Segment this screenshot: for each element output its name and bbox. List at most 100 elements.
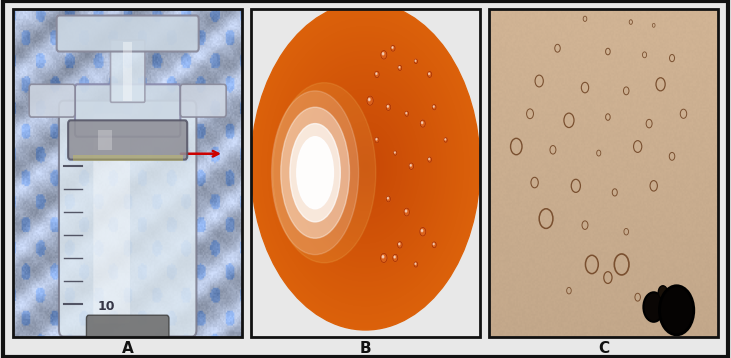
Circle shape <box>445 139 446 140</box>
Ellipse shape <box>356 153 375 180</box>
Ellipse shape <box>362 161 369 171</box>
Circle shape <box>421 229 423 232</box>
Circle shape <box>394 256 395 258</box>
Ellipse shape <box>344 136 387 196</box>
Circle shape <box>414 262 417 267</box>
Ellipse shape <box>322 103 409 229</box>
Circle shape <box>428 73 430 74</box>
Ellipse shape <box>352 147 379 185</box>
Ellipse shape <box>333 120 398 213</box>
Circle shape <box>391 45 395 51</box>
Circle shape <box>394 151 397 155</box>
Circle shape <box>422 122 423 124</box>
Ellipse shape <box>255 8 476 324</box>
Text: A: A <box>122 341 134 356</box>
FancyBboxPatch shape <box>110 40 145 102</box>
Circle shape <box>376 73 377 74</box>
Circle shape <box>375 71 379 78</box>
Bar <box>123 42 132 101</box>
Ellipse shape <box>297 68 434 265</box>
Ellipse shape <box>289 57 442 275</box>
Circle shape <box>405 111 409 116</box>
Ellipse shape <box>268 27 463 305</box>
Ellipse shape <box>259 13 472 319</box>
Ellipse shape <box>310 87 421 245</box>
Circle shape <box>410 165 412 166</box>
Circle shape <box>399 67 400 68</box>
Circle shape <box>386 104 390 111</box>
Ellipse shape <box>346 139 385 193</box>
Circle shape <box>428 157 431 162</box>
Ellipse shape <box>297 137 333 209</box>
Circle shape <box>387 196 390 202</box>
Ellipse shape <box>291 60 440 273</box>
FancyBboxPatch shape <box>94 114 130 323</box>
Bar <box>72 155 183 161</box>
Circle shape <box>415 263 416 265</box>
Ellipse shape <box>312 90 419 243</box>
Text: 10: 10 <box>98 300 115 313</box>
FancyBboxPatch shape <box>59 101 197 337</box>
Circle shape <box>659 286 694 335</box>
Ellipse shape <box>272 33 459 300</box>
Ellipse shape <box>363 164 368 169</box>
Ellipse shape <box>354 150 377 183</box>
Ellipse shape <box>273 83 376 263</box>
Circle shape <box>387 198 388 199</box>
Ellipse shape <box>360 158 371 174</box>
Circle shape <box>432 105 436 110</box>
Ellipse shape <box>337 125 394 207</box>
Ellipse shape <box>285 52 446 281</box>
Circle shape <box>375 137 379 143</box>
Circle shape <box>392 47 393 48</box>
Text: B: B <box>360 341 371 356</box>
Ellipse shape <box>290 124 341 222</box>
Circle shape <box>643 292 664 322</box>
Circle shape <box>420 227 425 236</box>
Circle shape <box>420 120 425 127</box>
Ellipse shape <box>335 122 396 210</box>
Ellipse shape <box>278 40 453 292</box>
Circle shape <box>398 242 402 248</box>
Ellipse shape <box>295 65 436 267</box>
Ellipse shape <box>329 114 402 218</box>
Ellipse shape <box>314 92 417 240</box>
Ellipse shape <box>358 155 373 177</box>
Ellipse shape <box>349 142 383 191</box>
Circle shape <box>444 138 447 142</box>
Circle shape <box>415 60 416 61</box>
Circle shape <box>433 243 434 245</box>
Circle shape <box>398 243 400 245</box>
Circle shape <box>393 254 398 261</box>
Ellipse shape <box>284 49 447 284</box>
Ellipse shape <box>272 91 359 255</box>
Circle shape <box>382 53 384 55</box>
Ellipse shape <box>319 101 412 232</box>
Ellipse shape <box>253 5 478 327</box>
FancyBboxPatch shape <box>29 84 75 117</box>
Ellipse shape <box>343 134 388 199</box>
Ellipse shape <box>341 131 390 202</box>
Ellipse shape <box>299 71 432 262</box>
Ellipse shape <box>276 38 455 295</box>
Circle shape <box>414 59 417 64</box>
Ellipse shape <box>260 16 471 316</box>
Circle shape <box>368 98 370 101</box>
Ellipse shape <box>300 73 431 259</box>
FancyBboxPatch shape <box>86 315 169 340</box>
FancyBboxPatch shape <box>68 120 187 160</box>
FancyBboxPatch shape <box>75 84 181 137</box>
Circle shape <box>387 106 388 107</box>
Ellipse shape <box>287 54 444 278</box>
Ellipse shape <box>266 24 465 308</box>
Bar <box>98 130 112 150</box>
FancyBboxPatch shape <box>181 84 226 117</box>
Ellipse shape <box>316 95 415 237</box>
Circle shape <box>367 96 374 105</box>
Ellipse shape <box>281 107 349 238</box>
Circle shape <box>381 253 387 262</box>
Circle shape <box>659 286 667 299</box>
Ellipse shape <box>306 82 425 251</box>
Circle shape <box>404 208 409 216</box>
Ellipse shape <box>293 62 438 270</box>
